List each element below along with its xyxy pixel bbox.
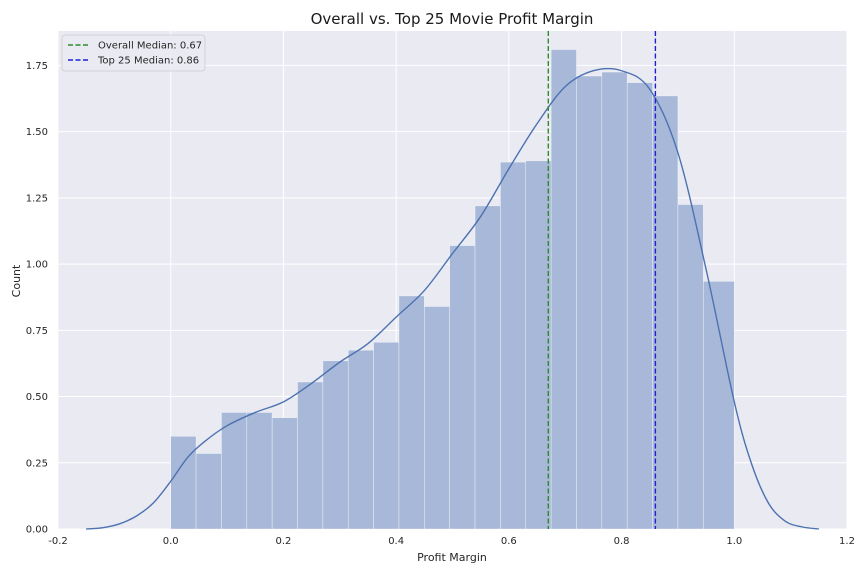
histogram-bar — [246, 412, 273, 530]
kde-curve — [86, 67, 819, 530]
x-tick-label: 0.6 — [501, 536, 517, 547]
legend-label: Overall Median: 0.67 — [98, 41, 202, 52]
x-tick-label: 0.8 — [614, 536, 630, 547]
y-tick-labels: 0.00 0.25 0.50 0.75 1.00 1.25 1.50 1.75 — [26, 61, 48, 536]
histogram-bar — [322, 360, 349, 530]
histogram-bar — [221, 412, 248, 530]
histogram-bar — [601, 71, 628, 530]
histogram-bar — [170, 435, 197, 530]
histogram-bars — [170, 49, 735, 530]
histogram-bar — [652, 95, 679, 530]
histogram-bar — [626, 82, 653, 530]
histogram-bar — [550, 49, 577, 530]
histogram-bar — [398, 295, 425, 530]
x-tick-label: 0.2 — [275, 536, 291, 547]
histogram-bar — [474, 205, 501, 530]
histogram-bar — [677, 204, 704, 530]
histogram-bar — [195, 453, 222, 530]
histogram-bar — [373, 341, 400, 530]
x-tick-label: 1.2 — [839, 536, 855, 547]
x-axis-label: Profit Margin — [417, 551, 487, 564]
y-tick-label: 0.50 — [26, 392, 48, 403]
histogram-bar — [500, 161, 527, 530]
histogram-bar — [424, 306, 450, 530]
legend: Overall Median: 0.67 Top 25 Median: 0.86 — [61, 34, 206, 72]
x-tick-label: 1.0 — [726, 536, 742, 547]
y-axis-label: Count — [10, 264, 23, 297]
histogram-bar — [297, 381, 324, 530]
y-tick-label: 1.00 — [26, 260, 48, 271]
x-tick-label: 0.0 — [163, 536, 179, 547]
x-tick-label: -0.2 — [48, 536, 68, 547]
histogram-bar — [525, 160, 552, 530]
histogram-bar — [449, 245, 476, 530]
y-tick-label: 0.75 — [26, 326, 48, 337]
legend-box — [61, 34, 206, 72]
y-tick-label: 0.25 — [26, 458, 48, 469]
y-tick-label: 1.50 — [26, 127, 48, 138]
histogram-bar — [702, 281, 735, 530]
median-lines — [547, 31, 657, 529]
histogram-bar — [576, 75, 603, 530]
x-tick-label: 0.4 — [388, 536, 404, 547]
y-tick-label: 1.75 — [26, 61, 48, 72]
chart-title: Overall vs. Top 25 Movie Profit Margin — [311, 10, 594, 28]
histogram-bar — [347, 349, 374, 530]
y-tick-label: 1.25 — [26, 193, 48, 204]
x-tick-labels: -0.2 0.0 0.2 0.4 0.6 0.8 1.0 1.2 — [48, 536, 855, 547]
legend-label: Top 25 Median: 0.86 — [97, 56, 199, 67]
y-tick-label: 0.00 — [26, 525, 48, 536]
histogram-bar — [271, 417, 298, 530]
